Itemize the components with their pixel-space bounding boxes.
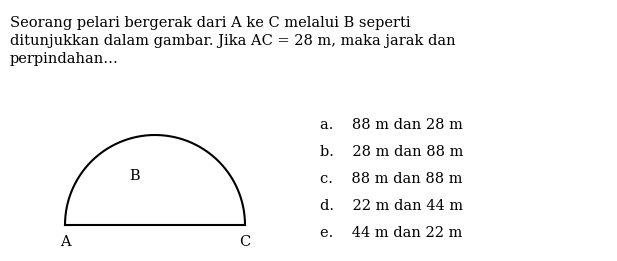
Text: e.    44 m dan 22 m: e. 44 m dan 22 m	[320, 226, 462, 240]
Text: c.    88 m dan 88 m: c. 88 m dan 88 m	[320, 172, 463, 186]
Text: A: A	[60, 235, 70, 249]
Text: b.    28 m dan 88 m: b. 28 m dan 88 m	[320, 145, 463, 159]
Text: B: B	[130, 169, 140, 182]
Text: d.    22 m dan 44 m: d. 22 m dan 44 m	[320, 199, 463, 213]
Text: perpindahan…: perpindahan…	[10, 52, 119, 66]
Text: Seorang pelari bergerak dari A ke C melalui B seperti: Seorang pelari bergerak dari A ke C mela…	[10, 16, 411, 30]
Text: a.    88 m dan 28 m: a. 88 m dan 28 m	[320, 118, 463, 132]
Text: ditunjukkan dalam gambar. Jika AC = 28 m, maka jarak dan: ditunjukkan dalam gambar. Jika AC = 28 m…	[10, 34, 455, 48]
Text: C: C	[239, 235, 251, 249]
